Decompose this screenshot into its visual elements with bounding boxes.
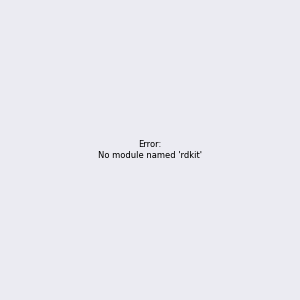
Text: Error:
No module named 'rdkit': Error: No module named 'rdkit' (98, 140, 202, 160)
